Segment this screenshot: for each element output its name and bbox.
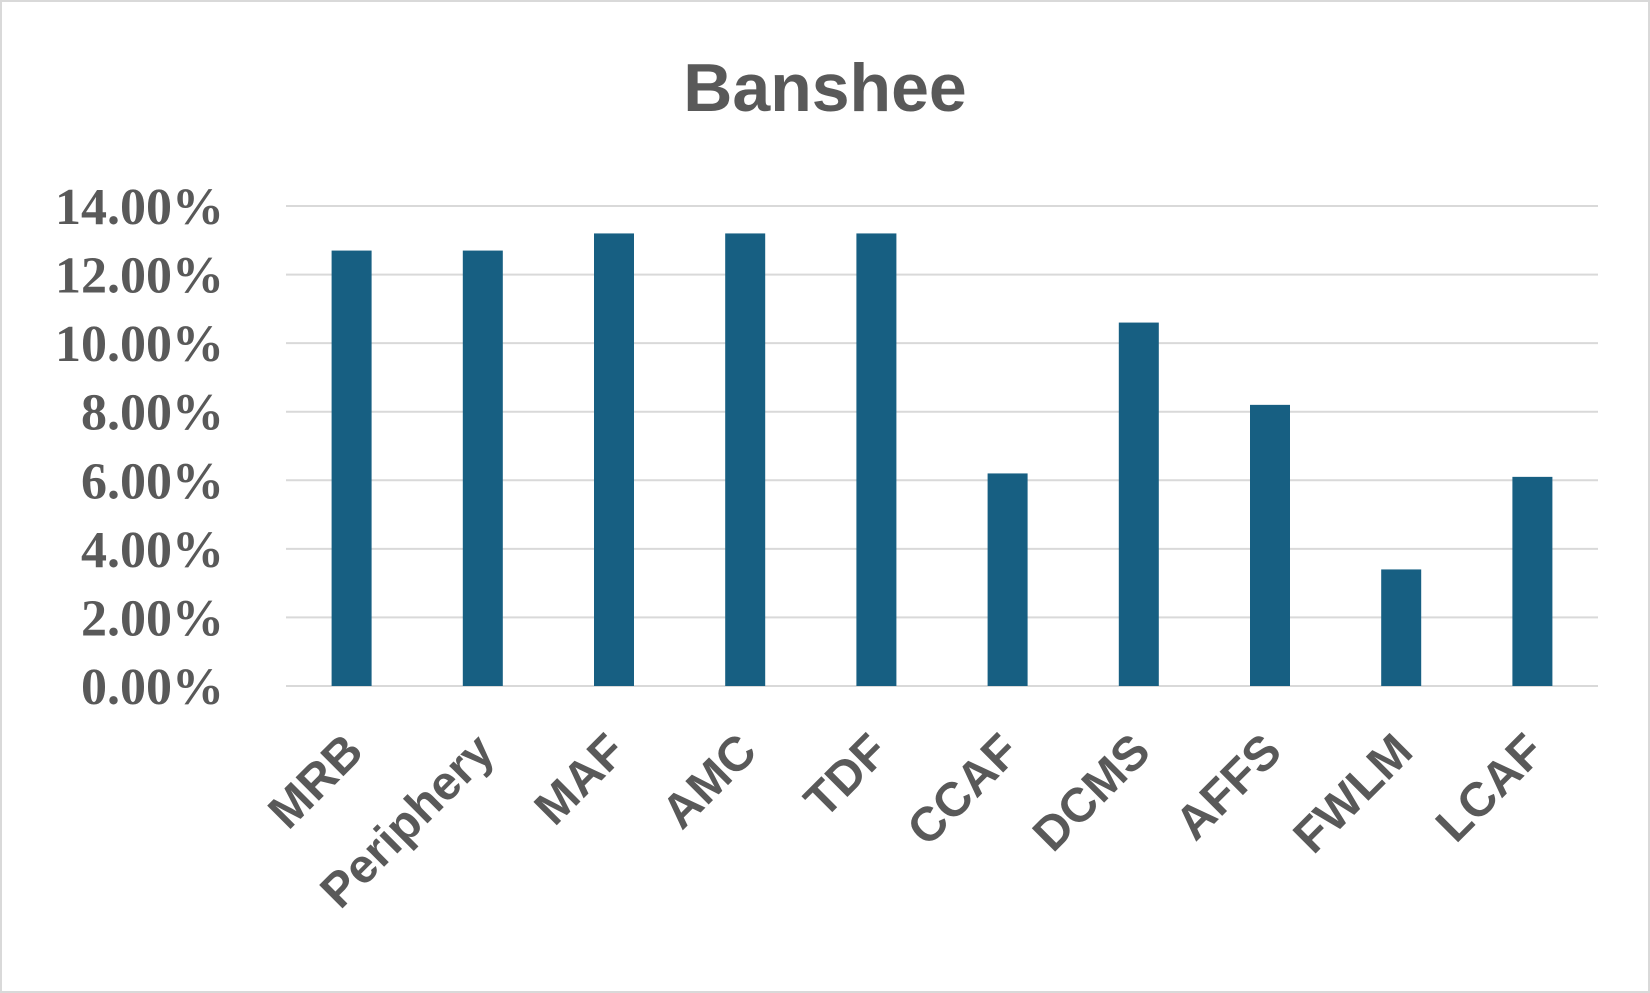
- bar-amc: [725, 233, 766, 686]
- bar-maf: [594, 233, 634, 686]
- x-tick-label: MAF: [525, 724, 636, 835]
- x-tick-label: MRB: [259, 724, 374, 839]
- x-tick-label: DCMS: [1023, 724, 1160, 861]
- x-tick-label: CCAF: [898, 724, 1030, 856]
- x-tick-label: AFFS: [1166, 724, 1292, 850]
- y-tick-label: 10.00%: [55, 316, 224, 373]
- y-tick-label: 4.00%: [81, 522, 224, 579]
- bar-fwlm: [1381, 569, 1422, 686]
- y-tick-label: 6.00%: [81, 453, 224, 510]
- bar-mrb: [331, 250, 372, 687]
- bar-periphery: [462, 250, 503, 687]
- bar-lcaf: [1512, 476, 1553, 686]
- x-tick-label: FWLM: [1284, 724, 1423, 863]
- chart-title: Banshee: [683, 50, 966, 126]
- bar-ccaf: [987, 473, 1028, 686]
- bars: [331, 233, 1553, 687]
- y-axis-tick-labels: 0.00% 2.00% 4.00% 6.00% 8.00% 10.00% 12.00% 14.…: [55, 179, 224, 716]
- y-tick-label: 2.00%: [81, 590, 224, 647]
- bar-affs: [1250, 404, 1290, 686]
- y-tick-label: 8.00%: [81, 385, 224, 442]
- bar-tdf: [856, 233, 897, 686]
- bar-dcms: [1118, 322, 1159, 686]
- y-tick-label: 14.00%: [55, 179, 224, 236]
- y-tick-label: 12.00%: [55, 248, 224, 305]
- x-tick-label: TDF: [795, 724, 898, 827]
- x-tick-label: AMC: [652, 724, 767, 839]
- y-tick-label: 0.00%: [81, 659, 224, 716]
- x-tick-label: LCAF: [1426, 724, 1554, 852]
- gridlines: [286, 205, 1598, 687]
